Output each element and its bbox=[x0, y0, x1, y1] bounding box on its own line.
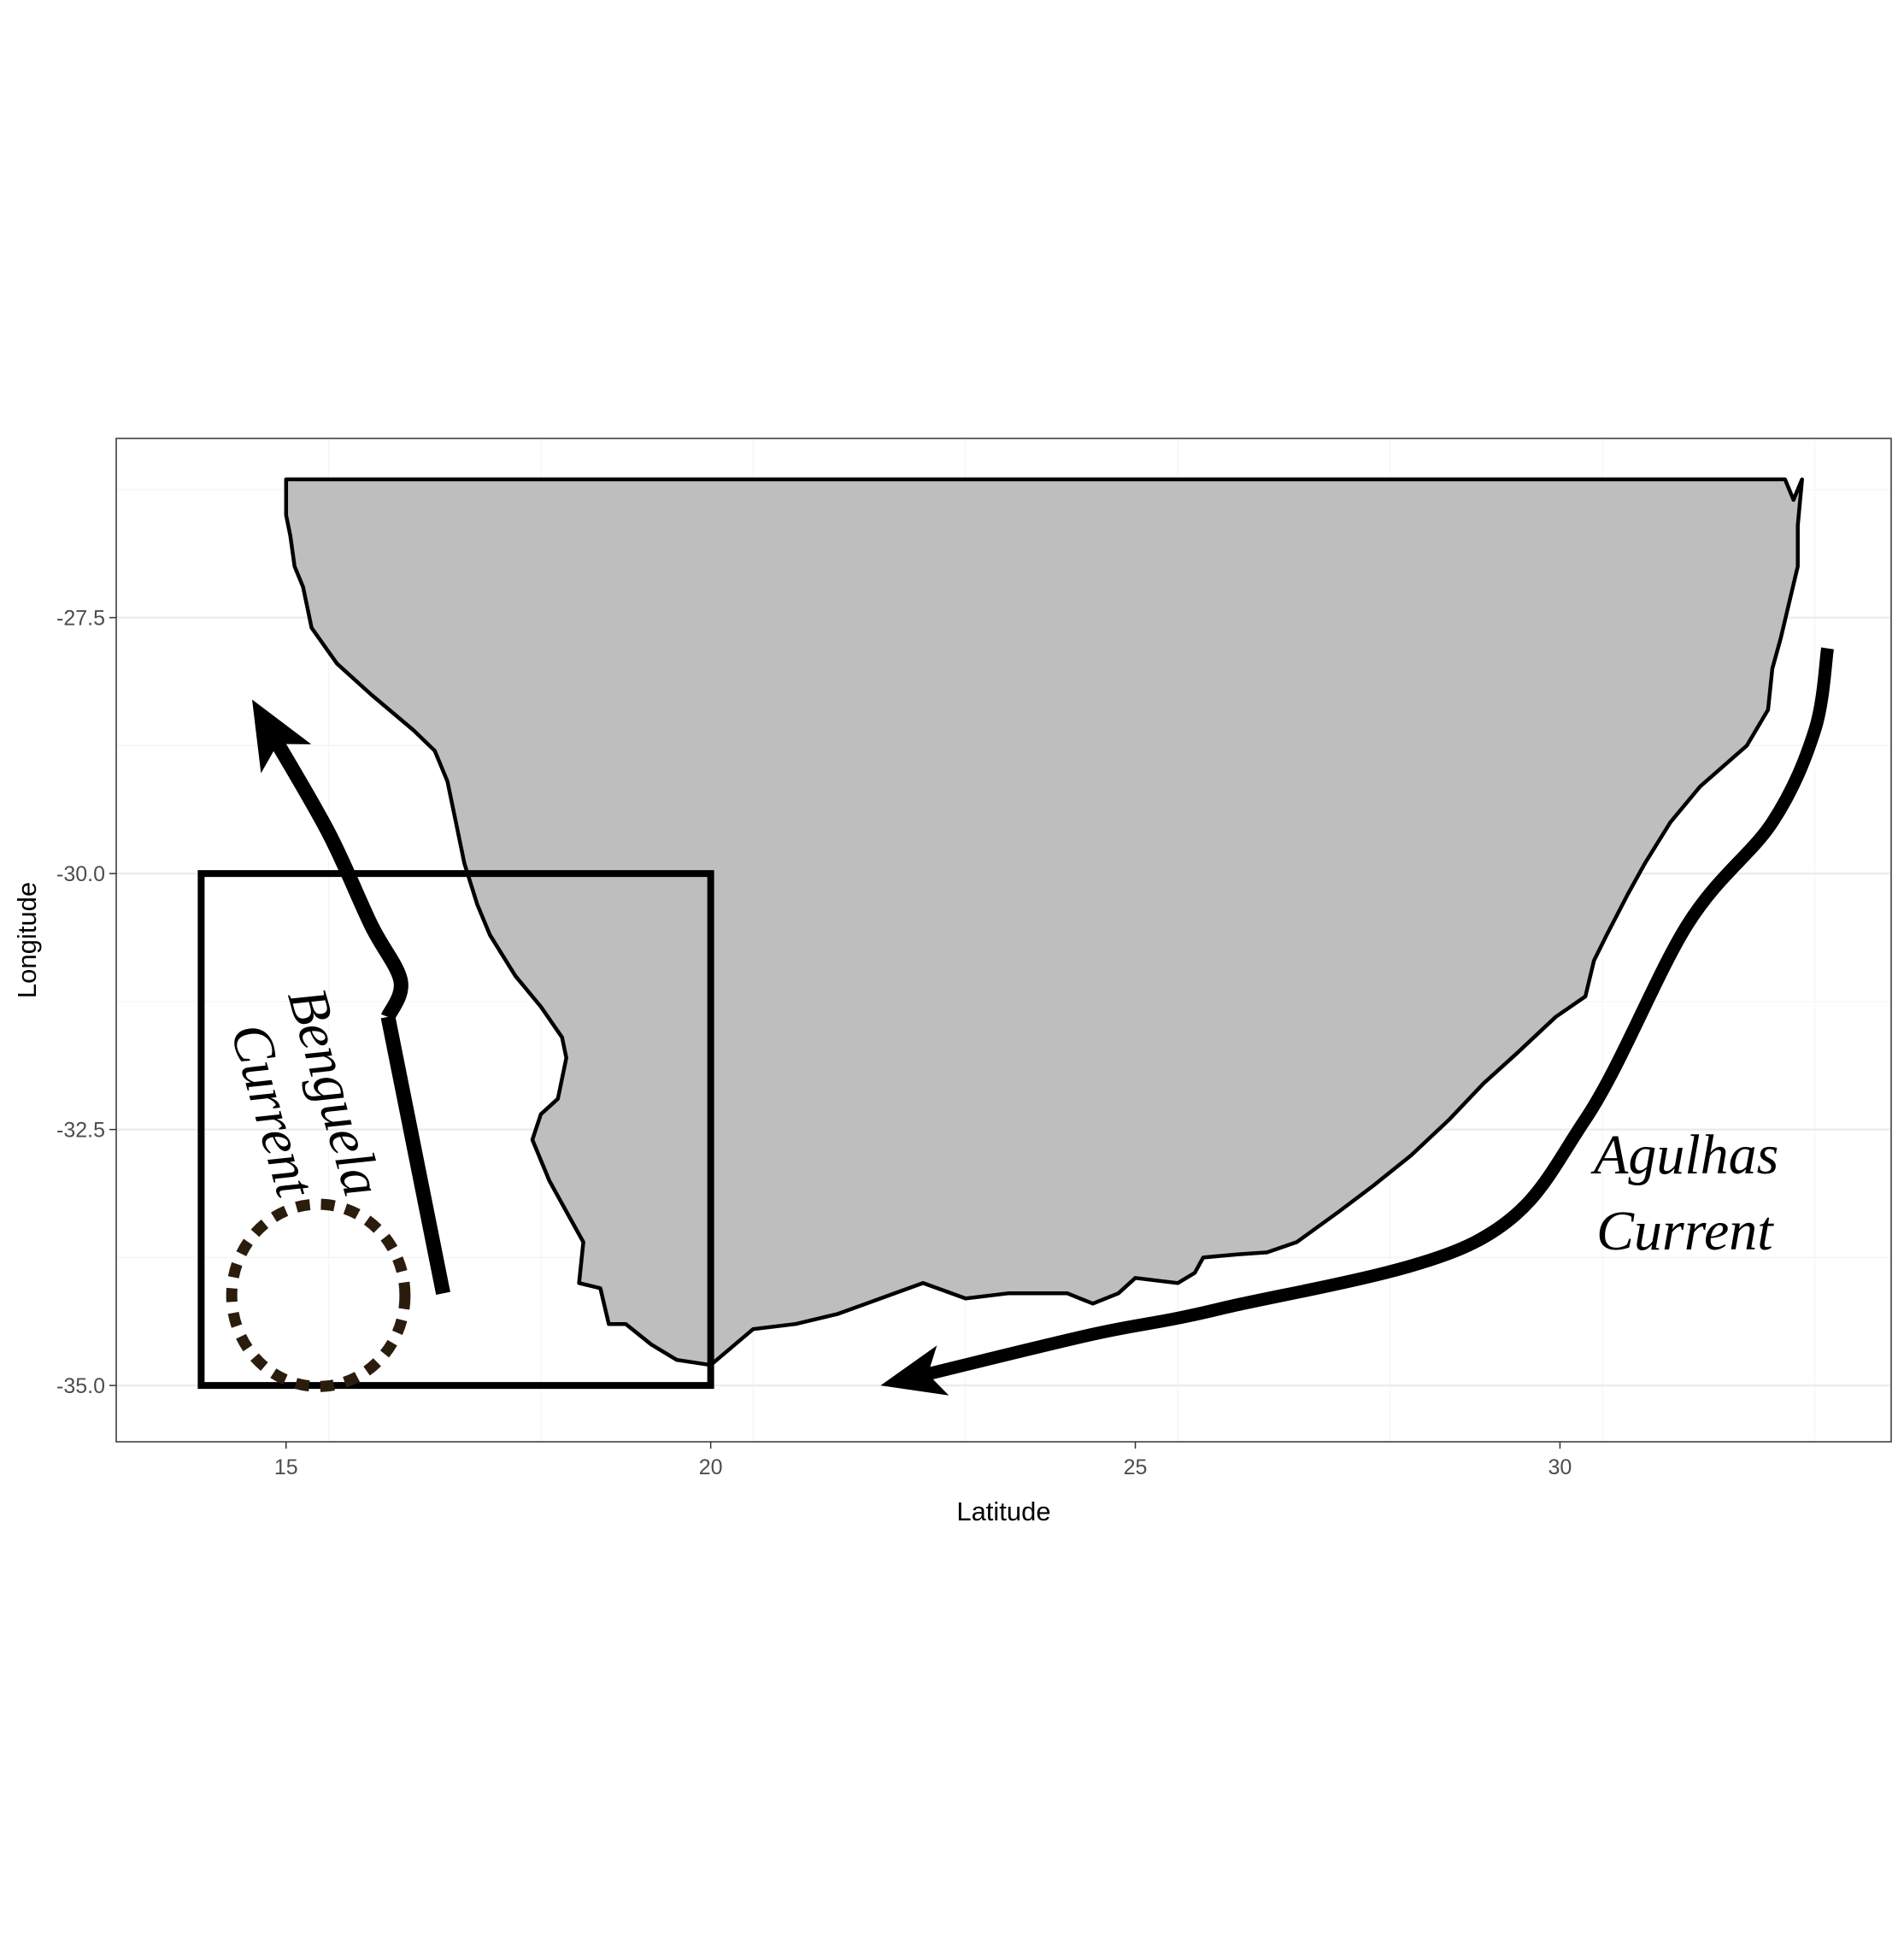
y-tick-label: -30.0 bbox=[56, 862, 105, 886]
y-axis: -27.5 -30.0 -32.5 -35.0 bbox=[56, 607, 116, 1398]
agulhas-current-arrow bbox=[921, 647, 1834, 1382]
x-tick-label: 25 bbox=[1124, 1455, 1148, 1479]
current-arrows bbox=[252, 647, 1834, 1396]
x-tick-label: 15 bbox=[274, 1455, 298, 1479]
agulhas-label-line1: Agulhas bbox=[1590, 1124, 1778, 1186]
panel-border bbox=[115, 438, 1892, 1443]
study-area-box bbox=[197, 870, 714, 1390]
benguela-current-arrow bbox=[265, 729, 408, 1020]
x-tick-label: 20 bbox=[699, 1455, 723, 1479]
benguela-current-stem bbox=[380, 1015, 450, 1295]
dashed-circle-marker bbox=[226, 1198, 411, 1392]
y-tick-label: -35.0 bbox=[56, 1374, 105, 1398]
x-axis-title: Latitude bbox=[956, 1496, 1050, 1526]
y-tick-label: -27.5 bbox=[56, 607, 105, 631]
benguela-arrowhead bbox=[252, 699, 312, 773]
x-axis: 15 20 25 30 bbox=[274, 1442, 1572, 1479]
agulhas-label: Agulhas Current bbox=[1590, 1124, 1778, 1262]
y-tick-label: -32.5 bbox=[56, 1119, 105, 1143]
x-tick-label: 30 bbox=[1548, 1455, 1572, 1479]
y-axis-title: Longitude bbox=[12, 882, 42, 998]
agulhas-label-line2: Current bbox=[1596, 1200, 1774, 1262]
agulhas-arrowhead bbox=[880, 1345, 949, 1396]
